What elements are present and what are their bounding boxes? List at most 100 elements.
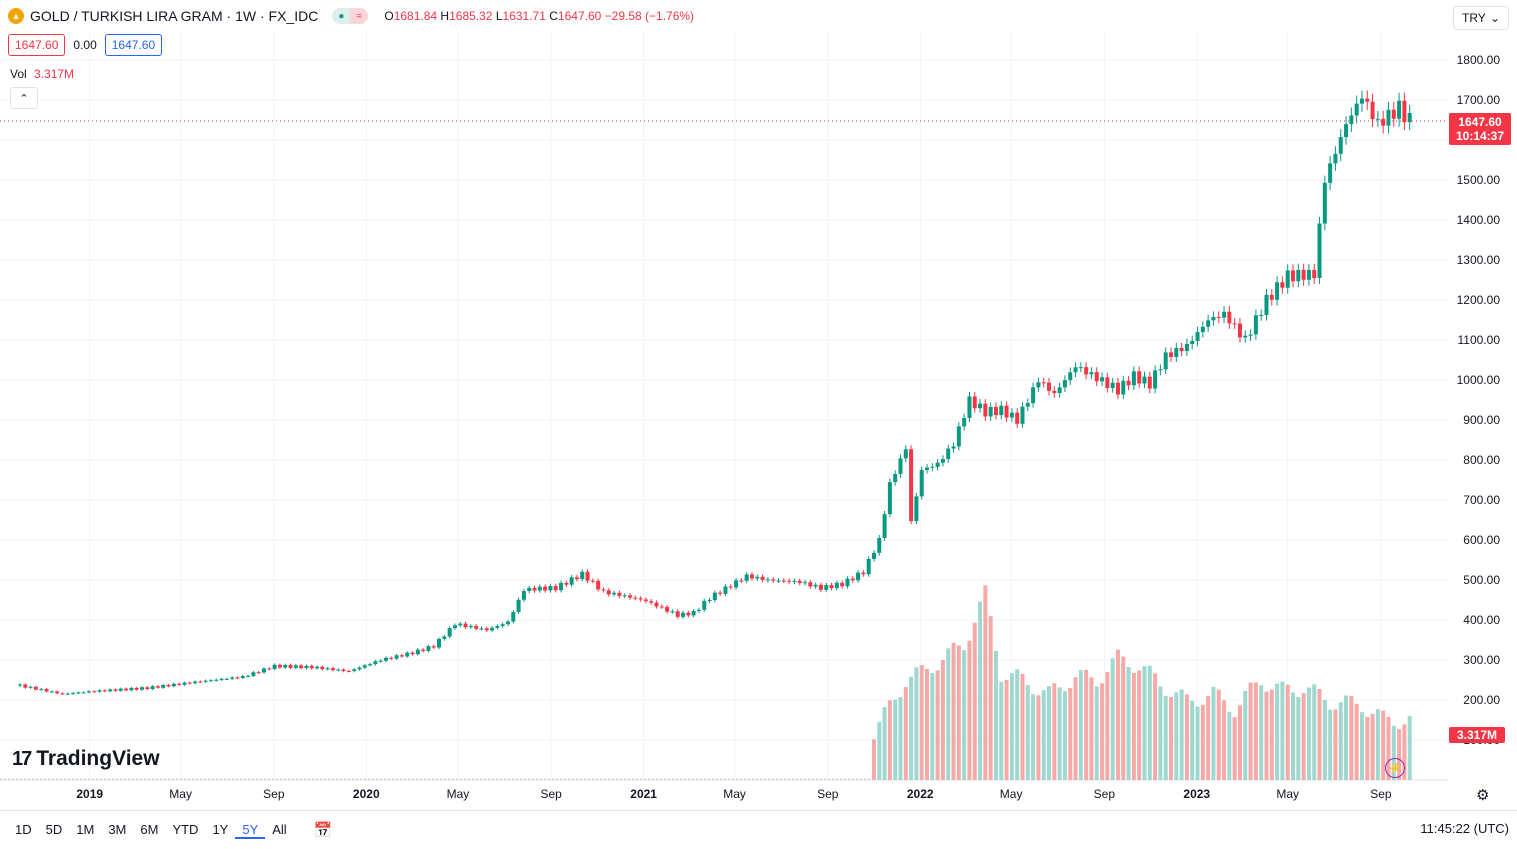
candle-body xyxy=(569,577,574,585)
candle-body xyxy=(898,458,903,474)
candle-body xyxy=(1078,367,1083,369)
range-button-ytd[interactable]: YTD xyxy=(172,821,199,837)
candle-body xyxy=(405,652,410,657)
x-tick-label: Sep xyxy=(263,787,285,801)
last-price-label: 1647.60 xyxy=(1458,115,1502,129)
price-chart[interactable]: 1800.001700.001600.001500.001400.001300.… xyxy=(0,0,1517,810)
candle-body xyxy=(383,657,388,661)
candle-body xyxy=(951,446,956,449)
utc-clock[interactable]: 11:45:22 (UTC) xyxy=(1420,821,1509,836)
candle-body xyxy=(394,655,399,659)
volume-bar xyxy=(1163,695,1168,780)
candle-body xyxy=(357,667,362,670)
candle-body xyxy=(1296,269,1301,282)
candle-body xyxy=(1359,98,1364,104)
y-tick-label: 1100.00 xyxy=(1458,333,1501,347)
candle-body xyxy=(86,691,91,693)
candle-body xyxy=(362,665,367,668)
y-tick-label: 800.00 xyxy=(1463,453,1500,467)
candle-body xyxy=(749,574,754,579)
range-button-3m[interactable]: 3M xyxy=(108,821,127,837)
lightning-icon[interactable]: ⚡ xyxy=(1385,758,1405,778)
candle-body xyxy=(1381,118,1386,126)
currency-select[interactable]: TRY ⌄ xyxy=(1453,6,1509,30)
volume-bar xyxy=(1158,686,1163,780)
candle-body xyxy=(28,686,33,688)
volume-bar xyxy=(946,648,951,780)
candle-body xyxy=(44,689,49,692)
range-button-1m[interactable]: 1M xyxy=(76,821,95,837)
candle-body xyxy=(235,677,240,679)
candle-body xyxy=(686,612,691,616)
candle-body xyxy=(1280,282,1285,288)
sell-price-button[interactable]: 1647.60 xyxy=(8,34,66,56)
volume-bar xyxy=(898,697,903,780)
volume-bar xyxy=(1047,686,1052,780)
candle-body xyxy=(1110,382,1115,388)
range-button-5d[interactable]: 5D xyxy=(45,821,63,837)
candle-body xyxy=(521,591,526,600)
range-button-all[interactable]: All xyxy=(272,821,287,837)
candle-body xyxy=(1375,118,1380,120)
candle-body xyxy=(765,579,770,581)
volume-bar xyxy=(1041,690,1046,780)
tradingview-logo[interactable]: 17 TradingView xyxy=(12,747,160,771)
candle-body xyxy=(1174,347,1179,357)
chevron-down-icon: ⌄ xyxy=(1489,11,1500,25)
candle-body xyxy=(1216,316,1221,318)
candle-body xyxy=(399,655,404,657)
candle-body xyxy=(1317,223,1322,279)
settings-gear-icon[interactable]: ⚙ xyxy=(1476,787,1490,804)
volume-bar xyxy=(1280,681,1285,780)
range-button-1y[interactable]: 1Y xyxy=(212,821,229,837)
ohlc-values: O1681.84 H1685.32 L1631.71 C1647.60 −29.… xyxy=(384,9,695,23)
candle-body xyxy=(108,689,113,692)
candle-body xyxy=(214,679,219,681)
buy-price-button[interactable]: 1647.60 xyxy=(104,34,163,56)
volume-bar xyxy=(1195,706,1200,780)
candle-body xyxy=(55,691,60,694)
symbol-title[interactable]: GOLD / TURKISH LIRA GRAM · 1W · FX_IDC xyxy=(30,8,319,24)
candle-body xyxy=(723,586,728,594)
volume-bar xyxy=(1153,673,1158,780)
candle-body xyxy=(60,693,65,695)
candle-body xyxy=(543,586,548,591)
candle-body xyxy=(1179,347,1184,352)
range-button-5y[interactable]: 5Y xyxy=(235,822,266,839)
tradingview-logo-icon: 17 xyxy=(12,747,32,770)
candle-body xyxy=(665,606,670,612)
volume-bar xyxy=(1285,684,1290,780)
candle-body xyxy=(187,682,192,684)
volume-bar xyxy=(993,650,998,780)
market-status-pill[interactable]: ● ≈ xyxy=(332,8,369,24)
candle-body xyxy=(1190,340,1195,345)
volume-bar xyxy=(1121,656,1126,780)
range-button-6m[interactable]: 6M xyxy=(140,821,159,837)
candle-body xyxy=(1068,372,1073,381)
candle-body xyxy=(946,448,951,460)
range-button-1d[interactable]: 1D xyxy=(15,821,32,837)
date-range-calendar-icon[interactable]: 📅 xyxy=(313,822,333,839)
volume-bar xyxy=(1344,695,1349,780)
volume-bar xyxy=(1094,686,1099,780)
volume-bar xyxy=(1237,705,1242,780)
candle-body xyxy=(861,572,866,575)
volume-bar xyxy=(972,622,977,780)
candle-body xyxy=(1073,367,1078,373)
volume-bar xyxy=(1407,716,1412,780)
chevron-up-icon: ⌃ xyxy=(19,92,29,105)
candle-body xyxy=(787,580,792,582)
candle-body xyxy=(484,628,489,631)
volume-bar xyxy=(1322,700,1327,780)
candle-body xyxy=(447,628,452,637)
candle-body xyxy=(882,514,887,538)
collapse-legend-button[interactable]: ⌃ xyxy=(10,87,38,109)
candle-body xyxy=(1052,390,1057,394)
candle-body xyxy=(1158,369,1163,371)
volume-bar xyxy=(988,616,993,780)
x-tick-label: 2022 xyxy=(907,787,934,801)
candle-body xyxy=(691,610,696,616)
volume-bar xyxy=(1211,686,1216,780)
volume-bar xyxy=(1206,695,1211,780)
candle-body xyxy=(315,666,320,669)
